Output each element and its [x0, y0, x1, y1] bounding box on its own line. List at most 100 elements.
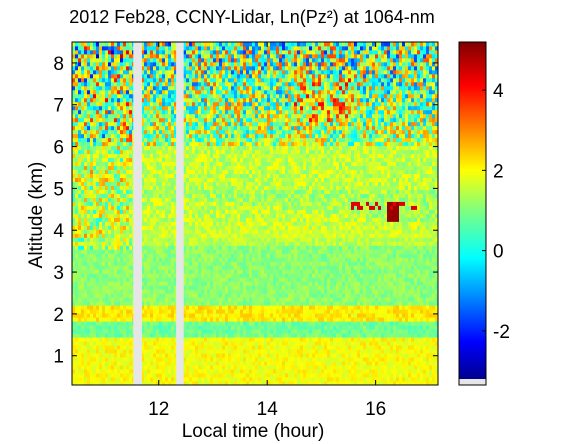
- heatmap-cell: [240, 373, 244, 378]
- heatmap-cell: [204, 333, 208, 338]
- heatmap-cell: [183, 145, 187, 151]
- heatmap-cell: [174, 217, 178, 222]
- heatmap-cell: [207, 341, 211, 346]
- heatmap-cell: [243, 377, 247, 382]
- heatmap-cell: [150, 169, 154, 175]
- heatmap-cell: [213, 333, 217, 338]
- heatmap-cell: [168, 61, 172, 67]
- heatmap-cell: [105, 137, 109, 143]
- heatmap-cell: [120, 53, 124, 59]
- heatmap-cell: [195, 89, 199, 95]
- heatmap-cell: [231, 125, 235, 131]
- heatmap-cell: [114, 197, 118, 202]
- heatmap-cell: [141, 229, 145, 234]
- heatmap-cell: [213, 201, 217, 206]
- heatmap-cell: [144, 225, 148, 230]
- heatmap-cell: [234, 165, 238, 171]
- heatmap-cell: [198, 201, 202, 206]
- heatmap-cell: [144, 249, 148, 254]
- heatmap-cell: [210, 249, 214, 254]
- heatmap-cell: [102, 353, 106, 358]
- heatmap-cell: [186, 125, 190, 131]
- heatmap-cell: [114, 49, 118, 55]
- heatmap-cell: [198, 297, 202, 302]
- heatmap-cell: [237, 97, 241, 103]
- heatmap-cell: [120, 201, 124, 206]
- heatmap-cell: [234, 261, 238, 266]
- heatmap-cell: [159, 381, 163, 385]
- heatmap-cell: [210, 205, 214, 210]
- heatmap-cell: [114, 301, 118, 306]
- heatmap-cell: [216, 273, 220, 278]
- heatmap-cell: [225, 197, 229, 202]
- heatmap-cell: [210, 301, 214, 306]
- heatmap-cell: [186, 45, 190, 51]
- heatmap-cell: [147, 321, 151, 326]
- heatmap-cell: [111, 297, 115, 302]
- heatmap-cell: [78, 45, 82, 51]
- heatmap-cell: [111, 269, 115, 274]
- heatmap-cell: [186, 177, 190, 182]
- heatmap-cell: [102, 361, 106, 366]
- heatmap-cell: [174, 65, 178, 71]
- heatmap-cell: [225, 333, 229, 338]
- heatmap-cell: [141, 365, 145, 370]
- heatmap-cell: [90, 313, 94, 318]
- heatmap-cell: [123, 305, 127, 310]
- heatmap-cell: [204, 297, 208, 302]
- heatmap-cell: [144, 113, 148, 119]
- heatmap-cell: [165, 141, 169, 147]
- heatmap-cell: [150, 197, 154, 202]
- heatmap-cell: [87, 185, 91, 190]
- heatmap-cell: [225, 305, 229, 310]
- heatmap-cell: [198, 45, 202, 51]
- heatmap-cell: [243, 181, 247, 186]
- heatmap-cell: [198, 309, 202, 314]
- heatmap-cell: [210, 361, 214, 366]
- heatmap-cell: [219, 121, 223, 127]
- heatmap-cell: [174, 241, 178, 246]
- heatmap-cell: [90, 57, 94, 63]
- heatmap-cell: [219, 281, 223, 286]
- heatmap-cell: [237, 229, 241, 234]
- heatmap-cell: [156, 69, 160, 75]
- heatmap-cell: [165, 145, 169, 151]
- heatmap-cell: [84, 257, 88, 262]
- heatmap-cell: [186, 333, 190, 338]
- heatmap-cell: [171, 341, 175, 346]
- heatmap-cell: [108, 133, 112, 139]
- heatmap-cell: [213, 381, 217, 385]
- heatmap-cell: [207, 221, 211, 226]
- heatmap-cell: [87, 81, 91, 87]
- heatmap-cell: [192, 81, 196, 87]
- heatmap-cell: [222, 53, 226, 59]
- heatmap-cell: [183, 125, 187, 131]
- heatmap-cell: [237, 133, 241, 139]
- heatmap-cell: [186, 197, 190, 202]
- heatmap-cell: [219, 165, 223, 171]
- heatmap-cell: [120, 165, 124, 171]
- heatmap-cell: [243, 161, 247, 167]
- heatmap-cell: [186, 89, 190, 95]
- heatmap-cell: [123, 57, 127, 63]
- heatmap-cell: [183, 321, 187, 326]
- heatmap-cell: [195, 293, 199, 298]
- heatmap-cell: [156, 353, 160, 358]
- heatmap-cell: [198, 165, 202, 171]
- heatmap-cell: [117, 217, 121, 222]
- heatmap-cell: [234, 49, 238, 55]
- heatmap-cell: [123, 113, 127, 119]
- heatmap-cell: [87, 73, 91, 79]
- heatmap-cell: [102, 345, 106, 350]
- heatmap-cell: [228, 345, 232, 350]
- heatmap-cell: [141, 329, 145, 334]
- heatmap-cell: [186, 193, 190, 198]
- heatmap-cell: [204, 145, 208, 151]
- heatmap-cell: [213, 197, 217, 202]
- heatmap-cell: [111, 305, 115, 310]
- heatmap-cell: [204, 281, 208, 286]
- heatmap-cell: [237, 293, 241, 298]
- heatmap-cell: [99, 237, 103, 242]
- heatmap-cell: [195, 365, 199, 370]
- heatmap-cell: [93, 237, 97, 242]
